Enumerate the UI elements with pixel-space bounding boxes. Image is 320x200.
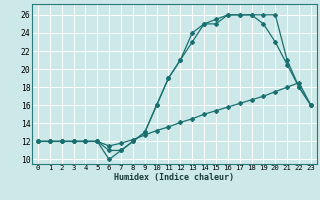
X-axis label: Humidex (Indice chaleur): Humidex (Indice chaleur) [115, 173, 234, 182]
